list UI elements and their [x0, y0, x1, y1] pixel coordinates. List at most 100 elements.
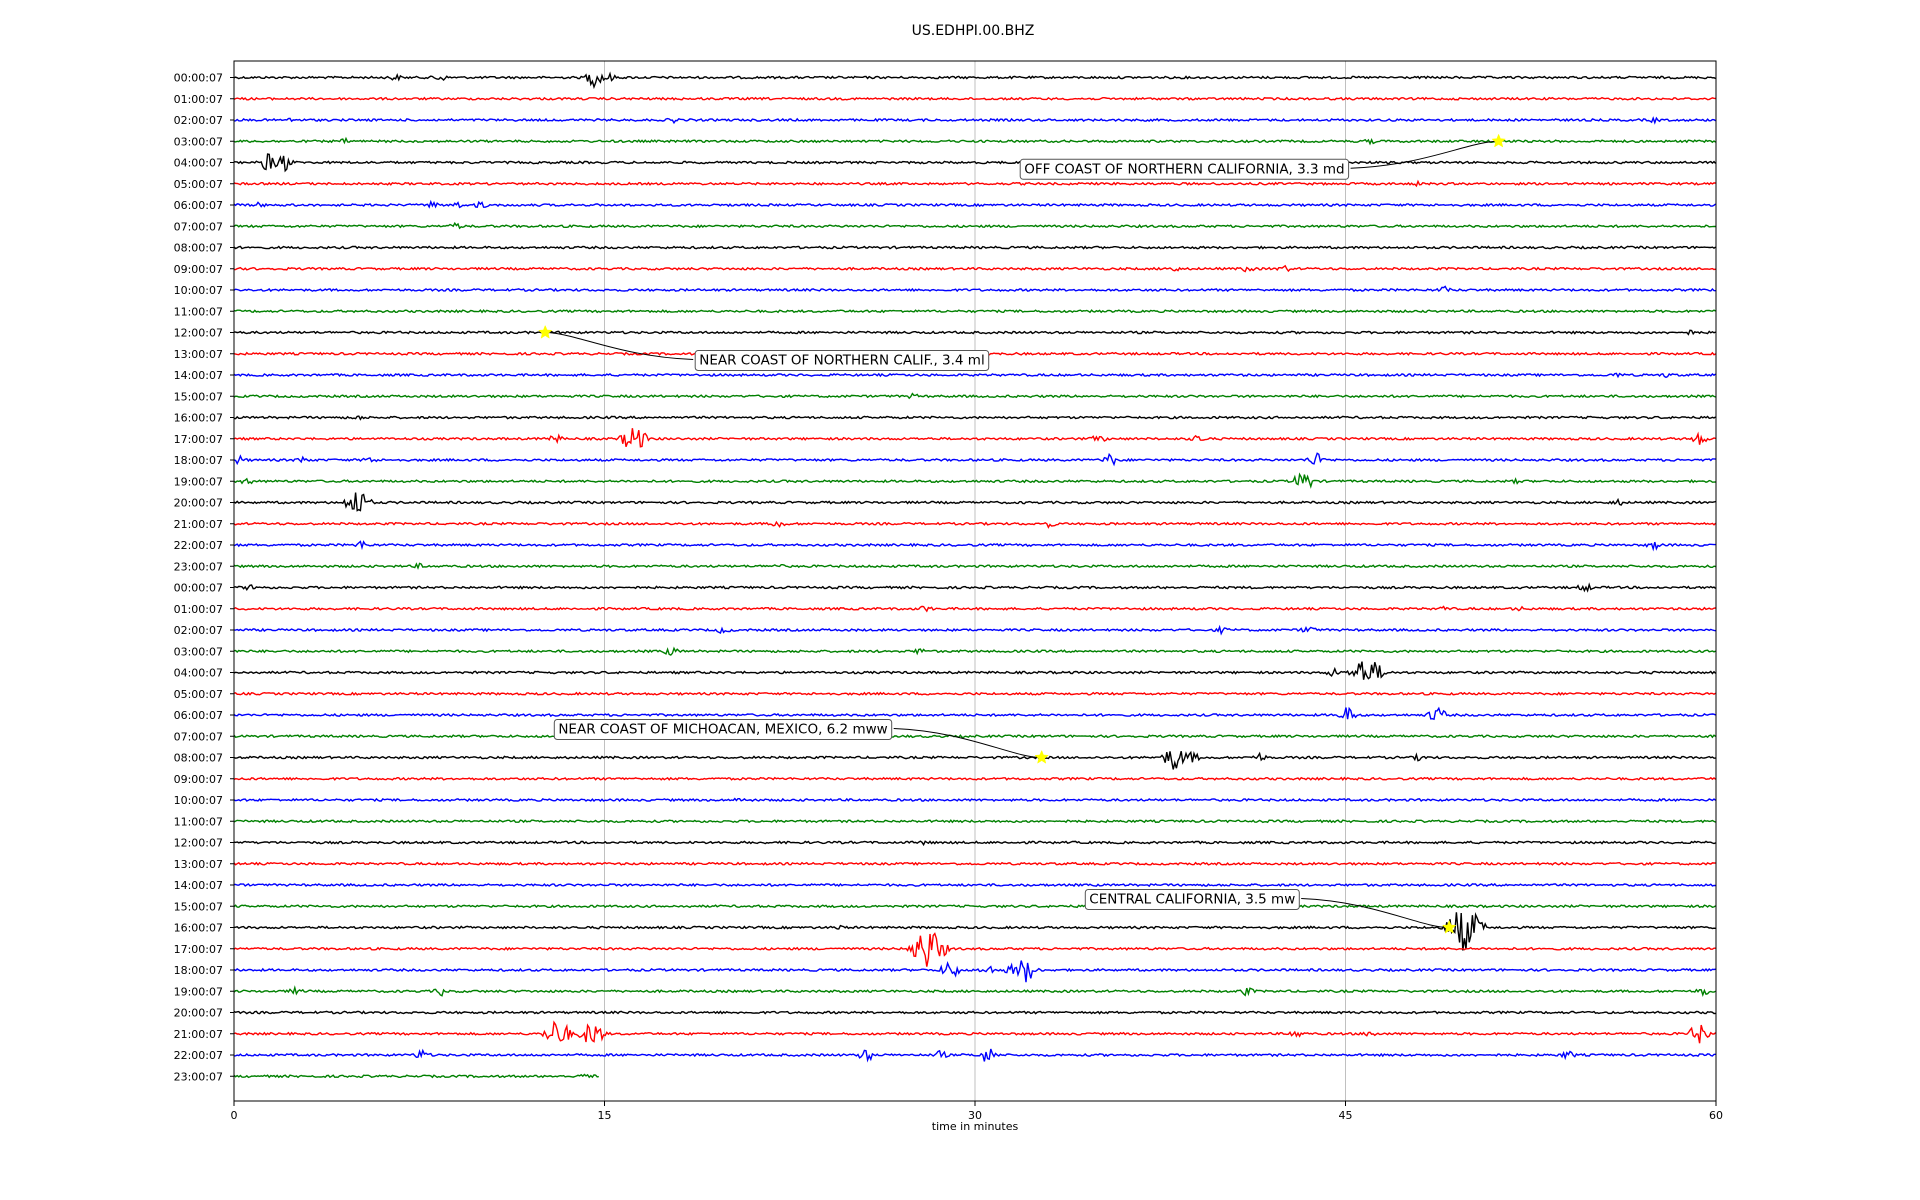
event-label-2: NEAR COAST OF MICHOACAN, MEXICO, 6.2 mww	[558, 722, 887, 738]
row-label-46: 22:00:07	[174, 1049, 223, 1062]
trace-row-22	[233, 540, 1716, 552]
trace-row-11	[233, 309, 1716, 314]
row-label-28: 04:00:07	[174, 667, 223, 680]
row-label-0: 00:00:07	[174, 72, 223, 85]
trace-row-34	[233, 797, 1717, 803]
trace-row-6	[233, 199, 1717, 209]
row-label-29: 05:00:07	[174, 688, 223, 701]
row-label-44: 20:00:07	[174, 1007, 223, 1020]
row-label-15: 15:00:07	[174, 390, 223, 403]
row-label-33: 09:00:07	[174, 773, 223, 786]
trace-row-21	[233, 520, 1717, 529]
trace-row-7	[233, 221, 1716, 230]
row-label-22: 22:00:07	[174, 539, 223, 552]
row-label-9: 09:00:07	[174, 263, 223, 276]
trace-row-8	[233, 245, 1716, 250]
row-label-24: 00:00:07	[174, 582, 223, 595]
trace-row-47	[233, 1073, 599, 1079]
trace-row-18	[233, 452, 1716, 467]
trace-row-30	[233, 706, 1716, 721]
event-callout-0	[1350, 140, 1499, 169]
trace-row-5	[233, 179, 1716, 188]
event-label-box-1	[694, 350, 990, 371]
row-label-4: 04:00:07	[174, 157, 223, 170]
trace-row-28	[233, 661, 1717, 680]
row-label-16: 16:00:07	[174, 412, 223, 425]
event-label-1: NEAR COAST OF NORTHERN CALIF., 3.4 ml	[699, 353, 985, 369]
trace-row-9	[233, 264, 1716, 273]
trace-row-1	[233, 96, 1716, 101]
event-marker-0	[1491, 133, 1506, 148]
row-label-37: 13:00:07	[174, 858, 223, 871]
row-label-41: 17:00:07	[174, 943, 223, 956]
trace-row-36	[233, 840, 1716, 847]
x-axis-label: time in minutes	[932, 1120, 1019, 1133]
trace-row-39	[233, 904, 1716, 909]
row-labels: 00:00:07 01:00:07 02:00:07 03:00:07 04:00:07…	[174, 72, 234, 1083]
trace-row-0	[233, 71, 1716, 90]
row-label-47: 23:00:07	[174, 1070, 223, 1083]
trace-row-32	[233, 750, 1716, 770]
event-label-box-0	[1019, 158, 1350, 180]
trace-row-10	[233, 285, 1716, 293]
trace-row-31	[233, 734, 1717, 739]
event-callout-1	[545, 332, 694, 360]
row-label-31: 07:00:07	[174, 730, 223, 743]
trace-row-43	[233, 985, 1716, 997]
row-label-21: 21:00:07	[174, 518, 223, 531]
row-label-12: 12:00:07	[174, 327, 223, 340]
row-label-26: 02:00:07	[174, 624, 223, 637]
event-markers	[537, 133, 1506, 934]
x-tick-label-3: 45	[1339, 1109, 1353, 1122]
row-label-39: 15:00:07	[174, 900, 223, 913]
trace-row-33	[233, 776, 1717, 781]
chart-title: US.EDHPI.00.BHZ	[912, 23, 1035, 39]
row-label-11: 11:00:07	[174, 305, 223, 318]
trace-row-35	[233, 819, 1716, 824]
row-label-40: 16:00:07	[174, 922, 223, 935]
row-label-45: 21:00:07	[174, 1028, 223, 1041]
row-label-35: 11:00:07	[174, 815, 223, 828]
event-marker-2	[1034, 749, 1049, 764]
trace-row-2	[233, 116, 1716, 125]
event-label-box-2	[553, 719, 893, 740]
trace-row-20	[233, 492, 1716, 512]
x-tick-label-1: 15	[598, 1109, 612, 1122]
trace-row-15	[233, 392, 1716, 400]
row-label-38: 14:00:07	[174, 879, 223, 892]
trace-row-26	[234, 624, 1716, 636]
row-label-23: 23:00:07	[174, 560, 223, 573]
event-label-3: CENTRAL CALIFORNIA, 3.5 mw	[1089, 892, 1295, 908]
trace-row-46	[233, 1048, 1716, 1063]
x-axis-ticks: 0 15 30 45 60	[231, 1101, 1723, 1122]
row-label-36: 12:00:07	[174, 837, 223, 850]
trace-row-24	[233, 582, 1717, 593]
x-tick-label-4: 60	[1709, 1109, 1723, 1122]
trace-row-40	[233, 912, 1716, 951]
vertical-grid	[604, 61, 1346, 1101]
event-annotations: OFF COAST OF NORTHERN CALIFORNIA, 3.3 md…	[545, 140, 1499, 928]
row-label-10: 10:00:07	[174, 284, 223, 297]
event-label-0: OFF COAST OF NORTHERN CALIFORNIA, 3.3 md	[1024, 161, 1344, 177]
row-label-42: 18:00:07	[174, 964, 223, 977]
row-label-6: 06:00:07	[174, 199, 223, 212]
row-label-34: 10:00:07	[174, 794, 223, 807]
trace-row-42	[233, 960, 1716, 983]
row-label-43: 19:00:07	[174, 985, 223, 998]
trace-row-4	[234, 153, 1717, 173]
trace-row-45	[233, 1020, 1717, 1044]
row-label-32: 08:00:07	[174, 752, 223, 765]
event-label-box-3	[1084, 889, 1300, 910]
trace-row-17	[233, 428, 1716, 448]
row-label-30: 06:00:07	[174, 709, 223, 722]
trace-row-41	[233, 932, 1716, 967]
row-label-3: 03:00:07	[174, 135, 223, 148]
trace-row-44	[233, 1010, 1716, 1015]
row-label-25: 01:00:07	[174, 603, 223, 616]
row-label-5: 05:00:07	[174, 178, 223, 191]
row-label-2: 02:00:07	[174, 114, 223, 127]
row-label-17: 17:00:07	[174, 433, 223, 446]
row-label-14: 14:00:07	[174, 369, 223, 382]
x-tick-label-2: 30	[968, 1109, 982, 1122]
